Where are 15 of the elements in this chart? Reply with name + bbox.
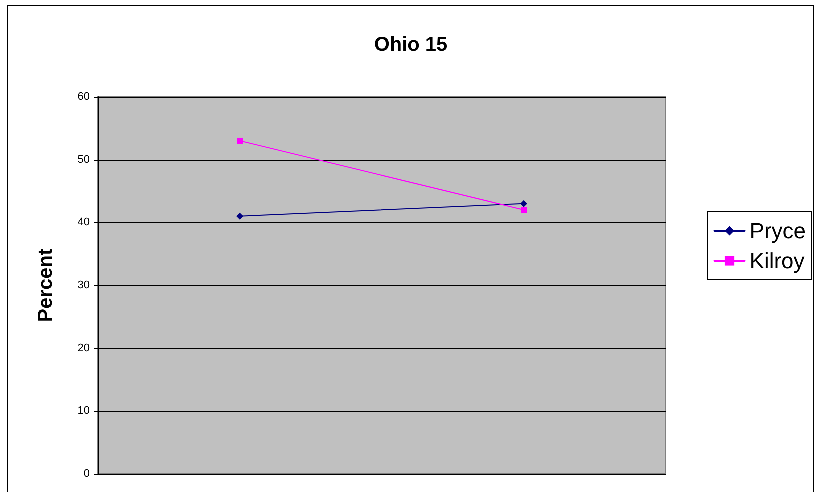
legend-label: Pryce <box>750 218 806 244</box>
y-tick-label: 30 <box>78 280 90 292</box>
point <box>237 138 243 144</box>
y-tick-label: 20 <box>78 342 90 354</box>
y-tick-label: 0 <box>84 468 90 480</box>
point <box>236 212 244 220</box>
y-tick-label: 40 <box>78 216 90 229</box>
y-tick-label: 50 <box>78 154 90 166</box>
y-tick-label: 60 <box>78 91 90 103</box>
chart-title: Ohio 15 <box>374 34 448 56</box>
point <box>520 200 528 208</box>
y-axis-title: Percent <box>35 248 57 322</box>
legend-label: Kilroy <box>750 248 805 274</box>
y-tick-label: 10 <box>78 405 90 418</box>
point <box>521 207 527 214</box>
